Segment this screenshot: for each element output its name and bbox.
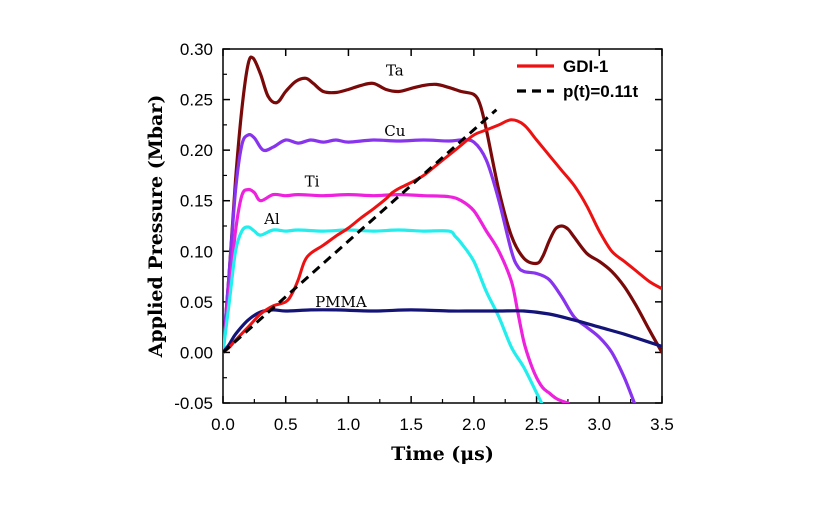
series-label-ta: Ta (386, 61, 404, 79)
x-tick-label: 3.5 (650, 415, 674, 434)
series-label-ti: Ti (305, 173, 320, 191)
x-tick-label: 0.5 (274, 415, 298, 434)
y-tick-label: 0.25 (180, 91, 213, 110)
axes: 0.0 0.5 1.0 1.5 2.0 2.5 3.0 3.5 -0.05 0.00 0.05 0.1… (174, 40, 674, 434)
x-tick-label: 2.5 (525, 415, 549, 434)
series-line-gdi-1 (223, 118, 662, 354)
legend-label: p(t)=0.11t (563, 82, 638, 101)
y-tick-label: 0.15 (180, 192, 213, 211)
x-tick-label: 3.0 (587, 415, 611, 434)
x-axis-title: Time (μs) (391, 443, 494, 465)
y-axis-title: Applied Pressure (Mbar) (145, 95, 167, 359)
x-tick-label: 2.0 (462, 415, 486, 434)
y-tick-label: 0.10 (180, 242, 213, 261)
x-tick-label: 0.0 (211, 415, 235, 434)
series-line-ti (223, 187, 570, 403)
series-line-cu (223, 133, 636, 403)
y-tick-label: 0.00 (180, 343, 213, 362)
series-line-p-t-0-11t (223, 108, 498, 354)
series-label-pmma: PMMA (315, 293, 367, 311)
series-lines (223, 55, 662, 403)
series-line-ta (223, 55, 662, 354)
y-tick-label: -0.05 (174, 394, 213, 413)
x-tick-label: 1.0 (337, 415, 361, 434)
y-tick-label: 0.30 (180, 40, 213, 59)
legend: GDI-1 p(t)=0.11t (517, 57, 638, 101)
y-tick-label: 0.20 (180, 141, 213, 160)
series-label-al: Al (263, 210, 280, 228)
series-label-cu: Cu (384, 122, 405, 140)
y-tick-label: 0.05 (180, 293, 213, 312)
legend-label: GDI-1 (563, 57, 608, 76)
series-line-al (223, 225, 544, 403)
series-labels: Ta Cu Ti Al PMMA (263, 61, 406, 311)
x-tick-label: 1.5 (399, 415, 423, 434)
series-line-pmma (223, 308, 662, 354)
